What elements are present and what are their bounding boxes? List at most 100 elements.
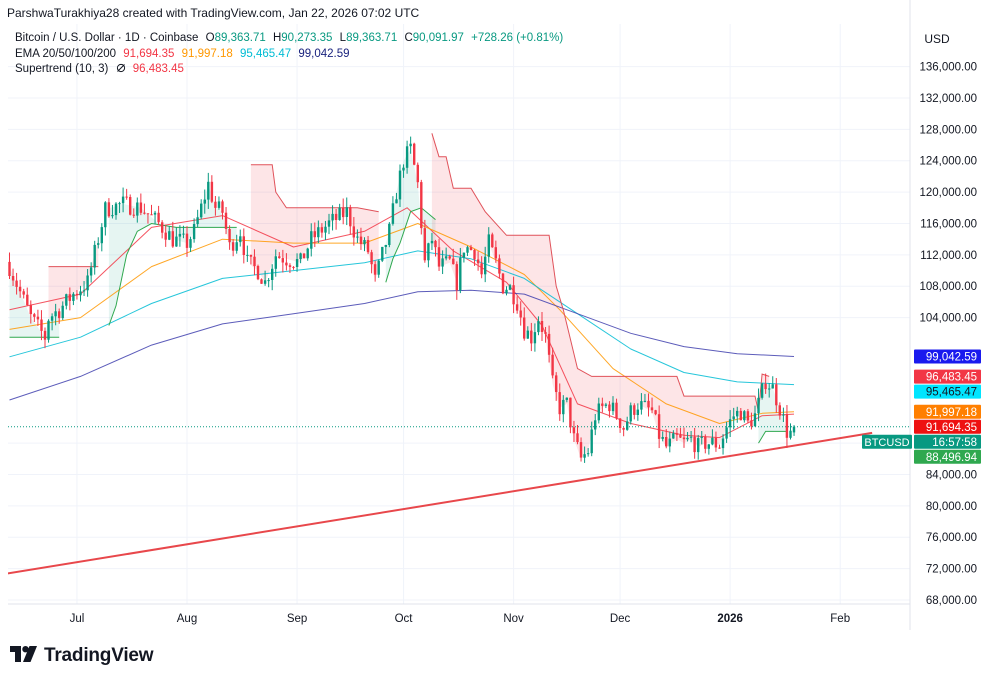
candle-up: [200, 203, 203, 218]
candle-up: [136, 202, 139, 216]
candle-up: [732, 416, 735, 420]
candle-down: [618, 418, 622, 428]
candle-up: [721, 438, 725, 449]
candle-down: [540, 321, 544, 332]
candle-down: [647, 400, 650, 408]
candle-up: [388, 223, 391, 245]
candle-down: [288, 265, 292, 267]
time-tick-label: Nov: [503, 613, 524, 625]
candle-down: [150, 214, 153, 216]
candle-down: [125, 196, 128, 198]
candle-up: [583, 454, 586, 458]
supertrend-fill-up: [108, 184, 237, 326]
candle-down: [633, 405, 636, 415]
price-tick-label: 76,000.00: [926, 532, 977, 544]
candle-up: [505, 289, 508, 294]
candle-up: [562, 399, 565, 415]
candle-up: [175, 236, 178, 247]
candle-down: [370, 252, 373, 265]
candle-up: [672, 433, 675, 439]
candle-down: [622, 428, 625, 430]
candle-down: [420, 182, 423, 229]
supertrend-line-up: [758, 430, 787, 444]
time-tick-label: Dec: [610, 613, 631, 625]
candle-up: [533, 332, 537, 344]
candle-up: [114, 203, 118, 216]
candle-down: [285, 262, 288, 266]
candle-up: [668, 438, 671, 447]
candle-up: [377, 260, 380, 275]
ema200-value: 99,042.59: [298, 47, 350, 60]
candle-down: [313, 231, 316, 238]
candle-up: [689, 436, 693, 438]
candle-up: [363, 240, 366, 245]
symbol-badge: [862, 434, 912, 449]
close-label: C: [404, 32, 413, 44]
candle-up: [526, 330, 529, 339]
supertrend-line-down: [431, 133, 770, 412]
candle-down: [413, 143, 416, 165]
candle-up: [153, 212, 157, 215]
candle-up: [792, 426, 796, 433]
slashed-circle-icon: [116, 63, 126, 79]
candle-up: [771, 384, 774, 389]
candle-down: [480, 263, 483, 275]
low-value: 89,363.71: [346, 32, 398, 44]
candle-up: [707, 444, 710, 449]
price-tick-label: 124,000.00: [919, 156, 977, 168]
price-badge: [914, 384, 981, 399]
candle-up: [118, 203, 121, 205]
candle-down: [437, 247, 441, 267]
candle-down: [278, 256, 281, 259]
candle-up: [299, 253, 302, 259]
price-badge: [914, 449, 981, 464]
candle-up: [263, 280, 267, 284]
legend-ema-row: EMA 20/50/100/200 91,694.35 91,997.18 95…: [15, 47, 563, 63]
candle-down: [434, 240, 437, 248]
candle-down: [558, 392, 561, 415]
candle-down: [224, 212, 228, 229]
candle-down: [36, 316, 40, 320]
tradingview-logo[interactable]: TradingView: [10, 645, 154, 667]
candle-down: [366, 240, 370, 253]
supertrend-fill-up: [385, 149, 436, 283]
candle-up: [604, 404, 608, 406]
high-label: H: [272, 32, 282, 44]
close-value: 90,091.97: [412, 32, 464, 44]
candle-down: [501, 273, 505, 294]
candle-up: [398, 170, 402, 200]
candle-up: [430, 240, 434, 244]
price-badge-text: 99,042.59: [926, 352, 977, 364]
candle-up: [89, 267, 93, 276]
candle-down: [615, 402, 618, 419]
candle-down: [746, 411, 750, 421]
price-tick-label: 132,000.00: [919, 93, 977, 105]
time-tick-label: Sep: [287, 613, 307, 625]
candle-down: [8, 261, 11, 276]
candle-down: [359, 236, 363, 245]
candle-up: [271, 268, 274, 280]
candle-down: [547, 333, 551, 355]
candle-down: [260, 279, 263, 284]
candle-up: [331, 213, 334, 221]
price-tick-label: 104,000.00: [919, 313, 977, 325]
candle-down: [302, 253, 306, 259]
supertrend-fill-down: [48, 238, 99, 318]
candle-up: [217, 201, 221, 208]
candle-down: [601, 403, 604, 406]
candle-up: [597, 403, 600, 421]
candle-down: [423, 228, 426, 261]
candle-down: [256, 266, 260, 280]
price-tick-label: 116,000.00: [920, 218, 977, 230]
candle-down: [58, 311, 61, 319]
candle-down: [161, 222, 164, 233]
candle-up: [626, 421, 629, 430]
candle-up: [640, 401, 643, 410]
candle-down: [349, 207, 352, 227]
price-badge-text: 95,465.47: [926, 387, 977, 399]
open-label: O: [205, 32, 215, 44]
candle-down: [714, 437, 718, 448]
price-tick-label: 84,000.00: [926, 469, 977, 481]
